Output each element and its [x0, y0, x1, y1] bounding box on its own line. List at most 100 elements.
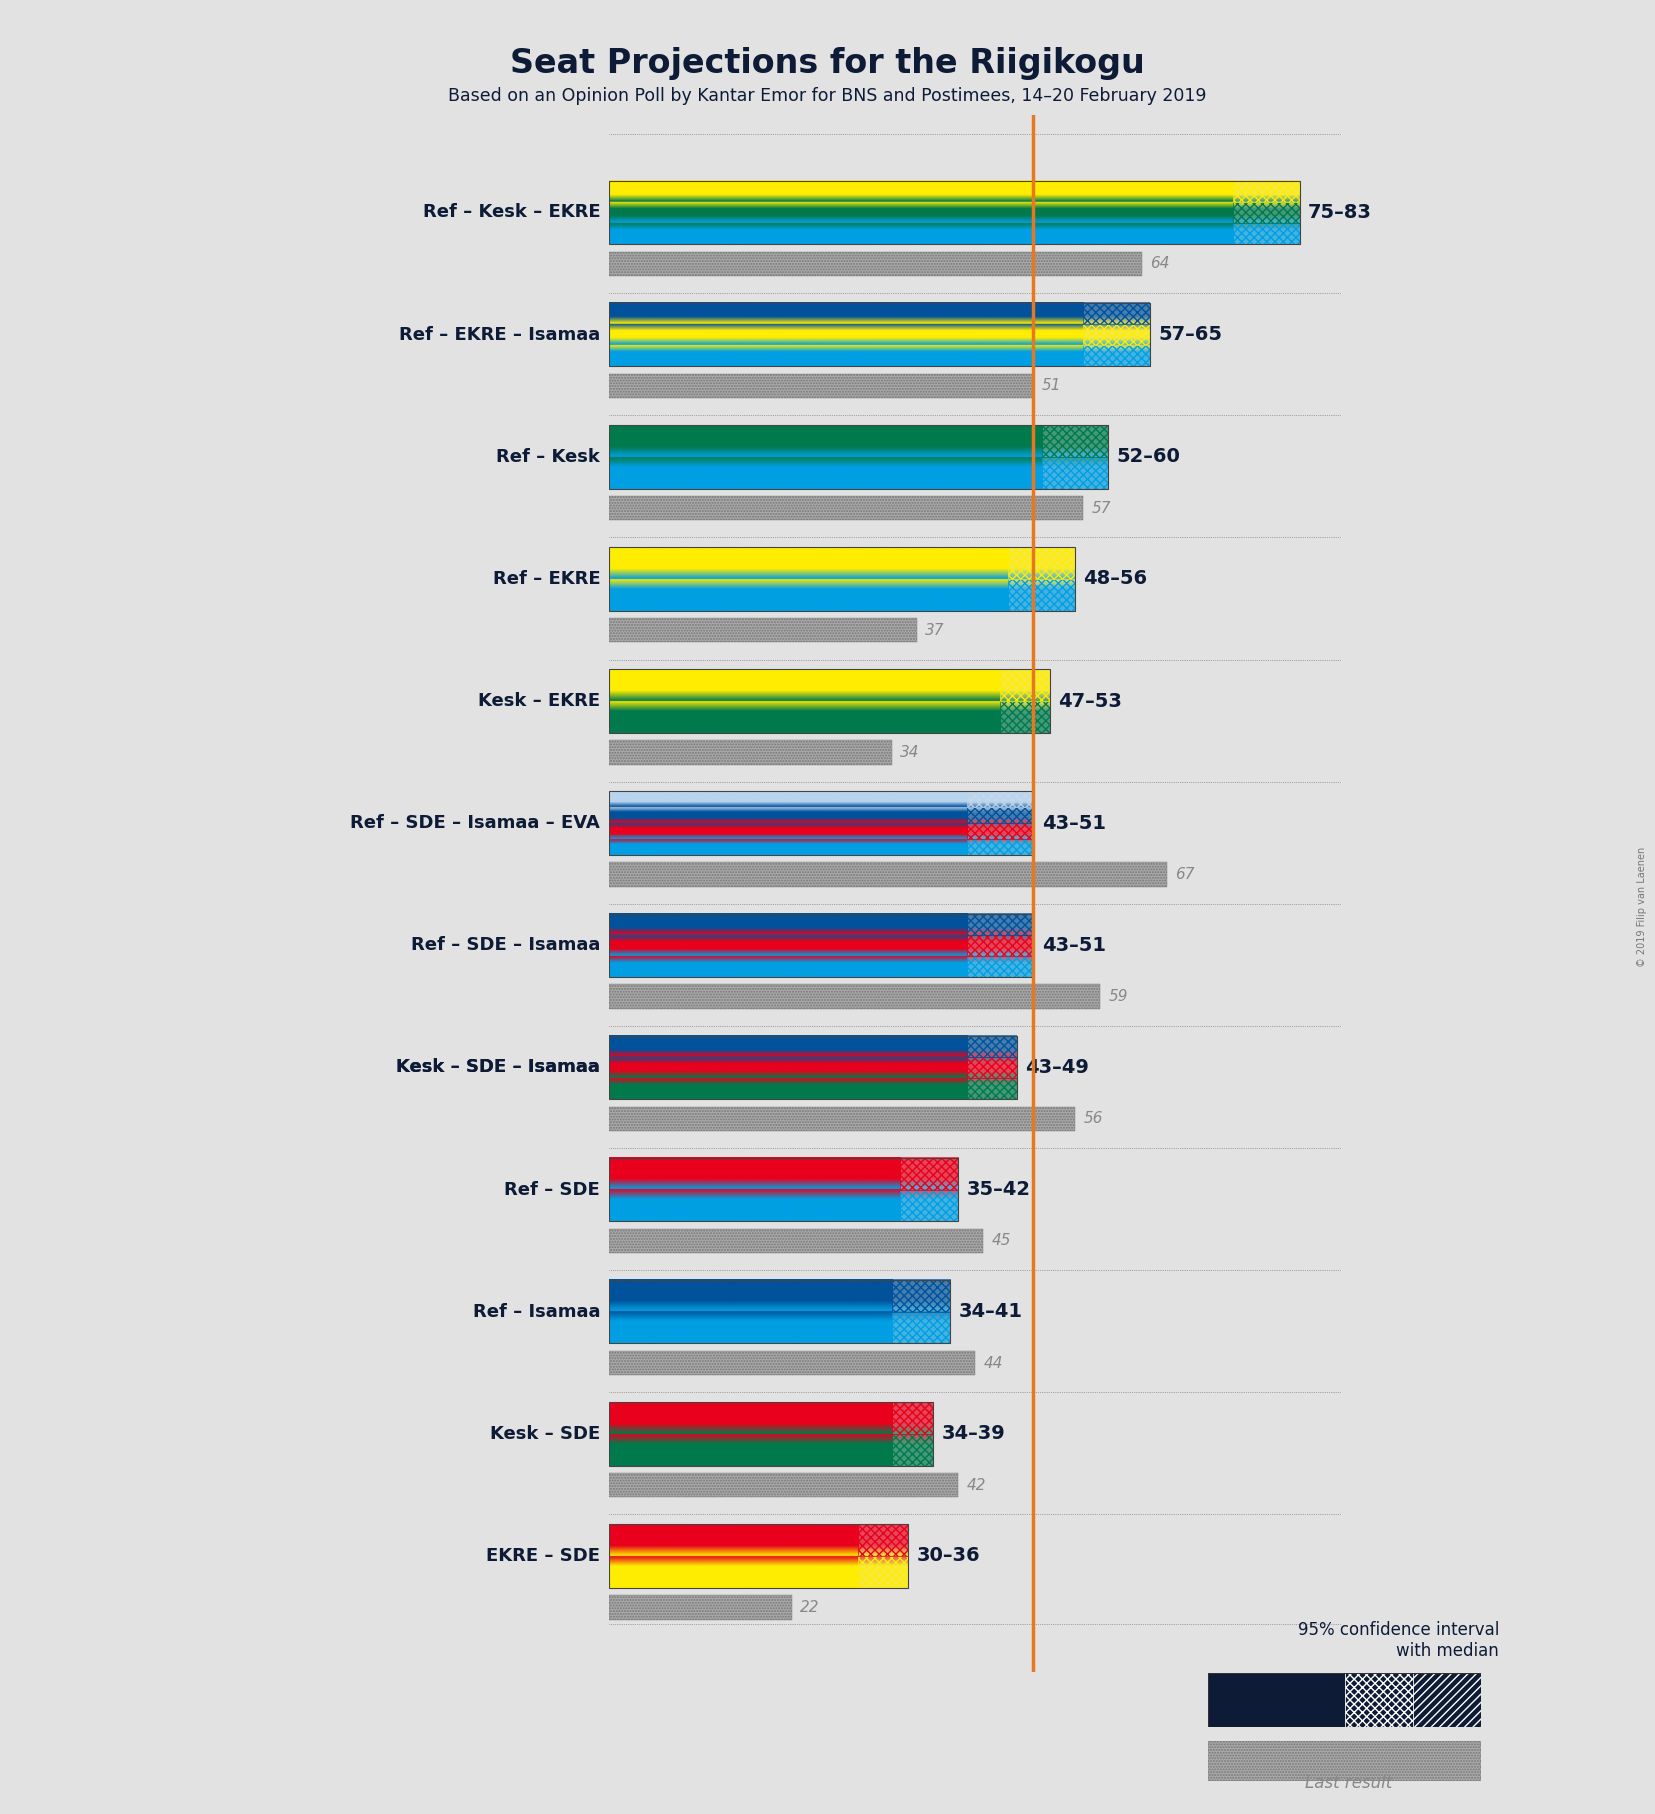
Text: Kesk – EKRE: Kesk – EKRE [478, 691, 601, 709]
Text: 42: 42 [967, 1478, 986, 1493]
Text: 43–51: 43–51 [1041, 814, 1106, 833]
Text: 64: 64 [1150, 256, 1170, 272]
Bar [967, 807, 1033, 824]
Bar [1084, 325, 1150, 345]
Text: Ref – Kesk – EKRE: Ref – Kesk – EKRE [422, 203, 601, 221]
Text: Ref – Isamaa: Ref – Isamaa [473, 1302, 601, 1321]
Bar [967, 840, 1033, 854]
Bar [609, 1157, 958, 1221]
Bar [609, 1036, 1016, 1099]
Text: 22: 22 [799, 1600, 819, 1614]
Bar [1008, 548, 1076, 579]
Text: Kesk – SDE – Isamaa: Kesk – SDE – Isamaa [397, 1058, 601, 1076]
Bar [609, 914, 1033, 978]
Text: EKRE – SDE: EKRE – SDE [487, 1547, 601, 1565]
Bar [892, 1433, 933, 1466]
Bar [609, 495, 1084, 521]
Text: 45: 45 [991, 1234, 1011, 1248]
Bar [609, 1351, 975, 1375]
Bar [609, 1107, 1076, 1130]
Text: 37: 37 [925, 622, 945, 639]
Bar [1233, 223, 1299, 245]
Bar [609, 619, 917, 642]
Text: 48–56: 48–56 [1084, 570, 1147, 588]
Bar [609, 740, 892, 764]
Bar [609, 303, 1150, 366]
Text: Kesk – SDE – Isamaa: Kesk – SDE – Isamaa [397, 1058, 601, 1076]
Bar [967, 956, 1033, 978]
Bar [967, 1078, 1016, 1099]
Bar [892, 1281, 950, 1312]
Bar [609, 862, 1167, 887]
Bar [609, 424, 1109, 488]
Bar [609, 252, 1142, 276]
Bar [892, 1312, 950, 1344]
Bar [609, 985, 1101, 1009]
Text: 51: 51 [1041, 379, 1061, 394]
Text: 56: 56 [1084, 1112, 1102, 1126]
Bar [967, 1058, 1016, 1078]
Text: 57–65: 57–65 [1158, 325, 1223, 345]
Text: 47–53: 47–53 [1058, 691, 1122, 711]
Bar [859, 1524, 909, 1556]
Text: 75–83: 75–83 [1307, 203, 1372, 221]
Bar [609, 740, 892, 764]
Text: Kesk – SDE: Kesk – SDE [490, 1424, 601, 1442]
Bar [609, 181, 1299, 245]
Text: Ref – EKRE: Ref – EKRE [493, 570, 601, 588]
Text: Ref – Kesk: Ref – Kesk [496, 448, 601, 466]
Bar [609, 252, 1142, 276]
Bar [1413, 1673, 1481, 1727]
Bar [967, 914, 1033, 934]
Bar [892, 1402, 933, 1433]
Bar [1084, 303, 1150, 325]
Bar [609, 1281, 950, 1344]
Bar [1041, 424, 1109, 457]
Bar [609, 1595, 791, 1620]
Bar [609, 669, 1049, 733]
Text: Ref – SDE – Isamaa: Ref – SDE – Isamaa [410, 936, 601, 954]
Text: 52–60: 52–60 [1117, 448, 1180, 466]
Text: 95% confidence interval
with median: 95% confidence interval with median [1298, 1622, 1499, 1660]
Text: 34–39: 34–39 [942, 1424, 1006, 1444]
Text: 57: 57 [1092, 501, 1111, 515]
Text: 44: 44 [983, 1355, 1003, 1371]
Bar [609, 791, 1033, 854]
Text: 59: 59 [1109, 989, 1127, 1005]
Bar [609, 1351, 975, 1375]
Bar [609, 1473, 958, 1497]
Text: Seat Projections for the Riigikogu: Seat Projections for the Riigikogu [510, 47, 1145, 80]
Text: Last result: Last result [1306, 1774, 1392, 1792]
Bar [609, 1402, 933, 1466]
Bar [609, 985, 1101, 1009]
Text: 34: 34 [900, 746, 920, 760]
Text: Ref – EKRE – Isamaa: Ref – EKRE – Isamaa [399, 327, 601, 343]
Bar [609, 862, 1167, 887]
Bar [1208, 1673, 1344, 1727]
Bar [609, 1107, 1076, 1130]
Bar [609, 1228, 983, 1253]
Bar [609, 1524, 909, 1587]
Text: 67: 67 [1175, 867, 1195, 882]
Text: Based on an Opinion Poll by Kantar Emor for BNS and Postimees, 14–20 February 20: Based on an Opinion Poll by Kantar Emor … [449, 87, 1206, 105]
Bar [967, 824, 1033, 840]
Bar [609, 548, 1076, 611]
Bar [967, 791, 1033, 807]
Text: 34–41: 34–41 [958, 1302, 1023, 1321]
Bar [859, 1556, 909, 1587]
Text: Ref – SDE – Isamaa – EVA: Ref – SDE – Isamaa – EVA [351, 814, 601, 833]
Bar [967, 934, 1033, 956]
Bar [609, 495, 1084, 521]
Bar [1000, 700, 1049, 733]
Bar [609, 1595, 791, 1620]
Text: 43–49: 43–49 [1024, 1058, 1089, 1078]
Bar [609, 374, 1033, 397]
Bar [900, 1190, 958, 1221]
Bar [1084, 345, 1150, 366]
Bar [900, 1157, 958, 1190]
Text: 30–36: 30–36 [917, 1547, 980, 1565]
Text: 43–51: 43–51 [1041, 936, 1106, 954]
Bar [1233, 181, 1299, 201]
Text: 35–42: 35–42 [967, 1181, 1031, 1199]
Text: © 2019 Filip van Laenen: © 2019 Filip van Laenen [1637, 847, 1647, 967]
